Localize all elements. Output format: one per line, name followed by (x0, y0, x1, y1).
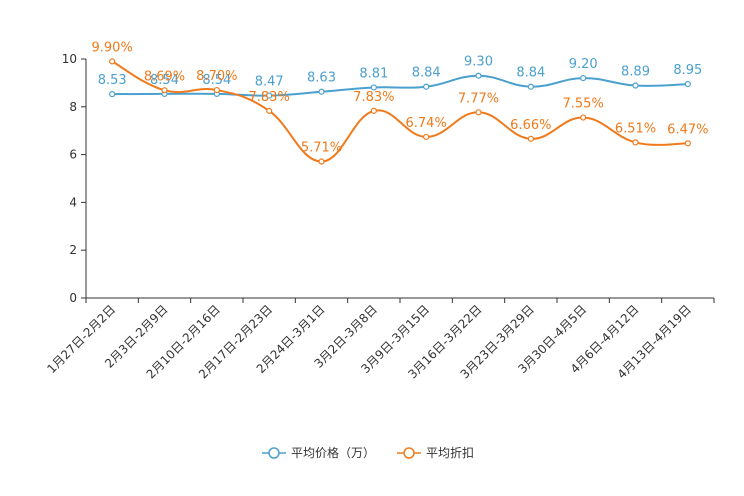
legend-marker-icon (268, 447, 280, 459)
data-label: 8.84 (516, 66, 545, 81)
data-label: 6.51% (615, 121, 656, 136)
data-label: 9.90% (92, 40, 133, 55)
data-point (370, 107, 377, 114)
data-point (266, 92, 273, 99)
data-label: 8.69% (144, 69, 185, 84)
data-label: 8.70% (196, 69, 237, 84)
data-label: 9.20 (569, 57, 598, 72)
data-label: 8.84 (412, 66, 441, 81)
data-point (370, 84, 377, 91)
data-point (684, 80, 691, 88)
data-label: 8.95 (673, 63, 702, 78)
data-label: 8.89 (621, 65, 650, 80)
data-label: 8.54 (150, 73, 179, 88)
series-layer (109, 58, 691, 165)
data-label-layer: 8.53 8.54 8.54 8.47 8.63 8.81 8.84 9.30 8.84 9.20… (92, 40, 709, 155)
y-tick-label: 10 (62, 52, 77, 66)
data-point (109, 58, 116, 65)
data-point (161, 87, 168, 94)
data-point (632, 82, 639, 89)
data-label: 5.71% (301, 141, 342, 156)
data-point (580, 114, 587, 121)
data-label: 7.83% (249, 90, 290, 105)
data-point (632, 139, 639, 146)
data-label: 8.81 (359, 66, 388, 81)
data-label: 7.55% (563, 97, 604, 112)
data-point (580, 75, 587, 82)
data-label: 9.30 (464, 55, 493, 70)
data-label: 6.66% (510, 118, 551, 133)
data-point (684, 140, 691, 147)
y-tick-label: 6 (69, 148, 77, 162)
data-label: 6.47% (667, 122, 708, 137)
data-point (527, 135, 534, 142)
data-point (318, 158, 325, 165)
legend-marker-icon (403, 447, 415, 459)
data-label: 8.63 (307, 71, 336, 86)
data-label: 6.74% (406, 116, 447, 131)
y-tick-label: 0 (69, 291, 77, 305)
data-label: 7.77% (458, 91, 499, 106)
data-point (423, 133, 430, 141)
y-tick-label: 4 (69, 195, 77, 209)
data-point (527, 83, 534, 90)
data-point (475, 109, 482, 116)
data-point (109, 91, 116, 98)
data-label: 8.54 (202, 73, 231, 88)
data-label: 8.47 (255, 75, 284, 90)
y-tick-label: 2 (69, 243, 77, 257)
data-point (266, 107, 273, 114)
data-point (475, 72, 482, 79)
legend[interactable]: 平均价格（万） 平均折扣 (262, 445, 474, 460)
legend-item-2[interactable]: 平均折扣 (397, 445, 474, 460)
data-label: 8.53 (98, 73, 127, 88)
data-label: 7.83% (353, 90, 394, 105)
legend-label: 平均折扣 (426, 445, 474, 460)
legend-item-1[interactable]: 平均价格（万） (262, 445, 375, 460)
data-point (213, 86, 220, 94)
data-point (423, 83, 430, 90)
data-point (318, 88, 325, 95)
legend-label: 平均价格（万） (291, 445, 375, 460)
series-line-1 (112, 74, 688, 97)
y-tick-label: 8 (69, 100, 77, 114)
